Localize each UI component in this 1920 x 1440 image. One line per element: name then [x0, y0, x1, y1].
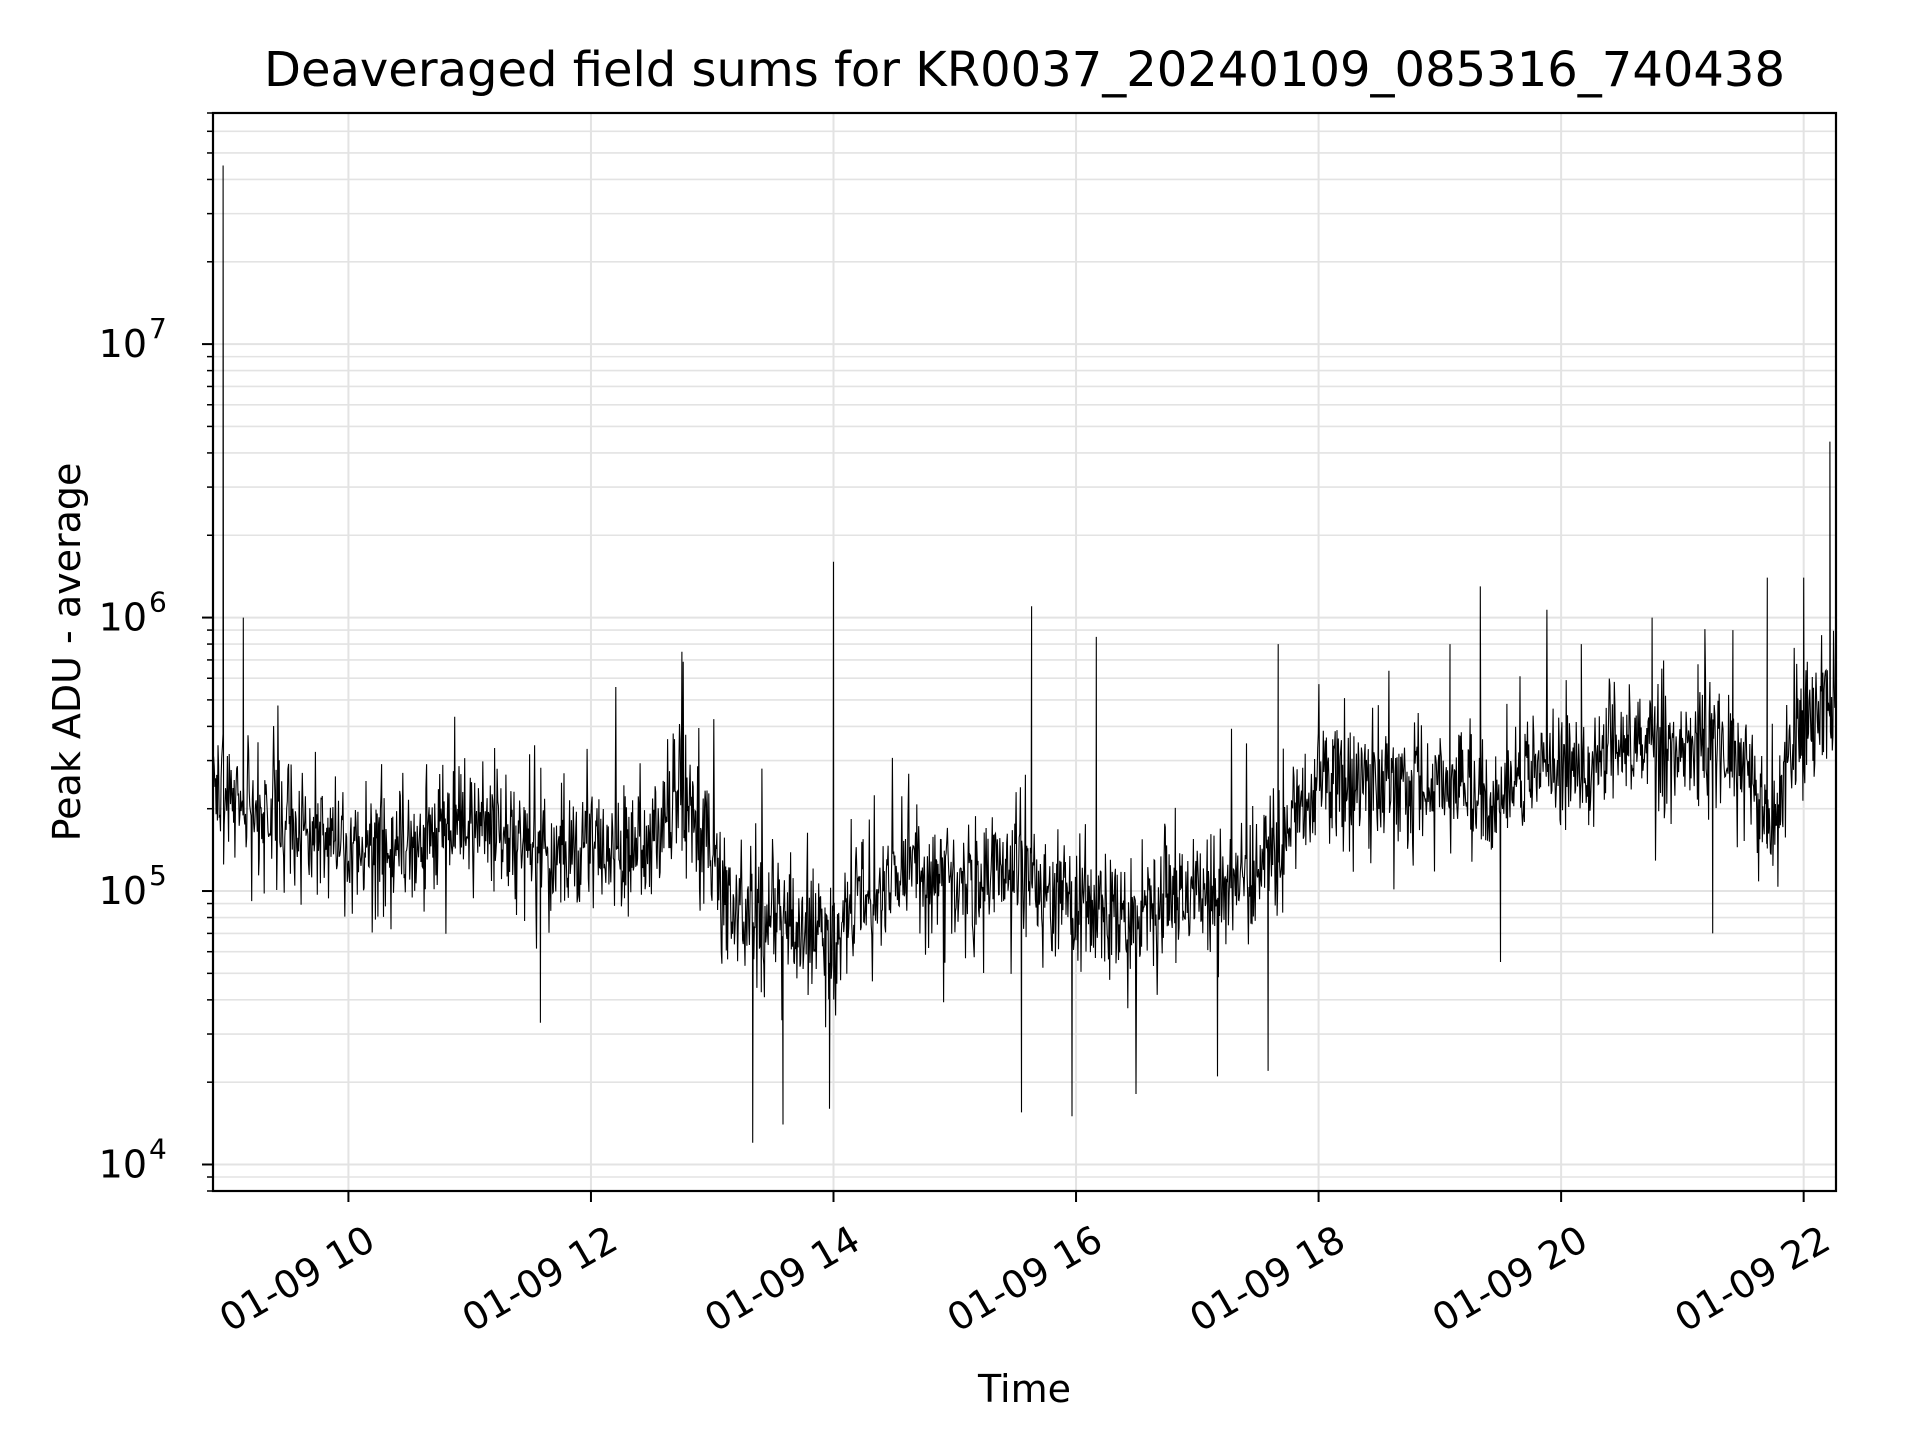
y-axis-label: Peak ADU - average	[45, 463, 89, 842]
x-axis-label: Time	[977, 1367, 1071, 1411]
y-tick-exponent: 4	[149, 1132, 167, 1165]
y-tick-label: 10	[99, 869, 147, 913]
series-path	[212, 165, 1837, 1143]
y-tick-exponent: 6	[149, 586, 167, 619]
plot-frame	[211, 111, 1838, 1193]
y-tick-label: 10	[99, 1142, 147, 1186]
chart-title: Deaveraged field sums for KR0037_2024010…	[264, 42, 1785, 98]
y-tick-exponent: 7	[149, 312, 167, 345]
y-tick-label: 10	[99, 596, 147, 640]
y-tick-exponent: 5	[149, 859, 167, 892]
y-tick-label: 10	[99, 322, 147, 366]
series-line	[212, 165, 1837, 1143]
